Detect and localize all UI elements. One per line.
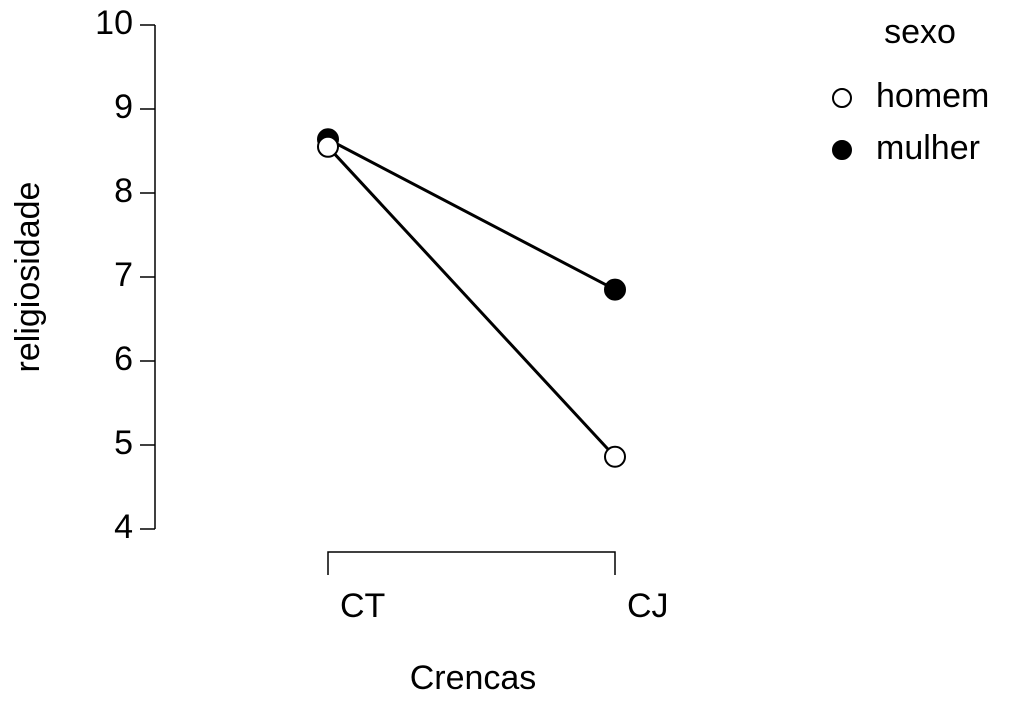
x-axis (327, 551, 616, 575)
series-line (326, 145, 617, 458)
legend-marker (832, 88, 852, 108)
y-tick-label: 7 (114, 256, 133, 294)
y-tick-label: 9 (114, 88, 133, 126)
legend-marker (832, 140, 852, 160)
legend-label: mulher (876, 129, 980, 167)
y-tick-label: 4 (114, 508, 133, 546)
data-point (317, 135, 339, 158)
legend-title: sexo (884, 13, 956, 51)
x-axis-label: Crencas (410, 659, 537, 697)
data-point (604, 278, 626, 301)
y-tick-label: 6 (114, 340, 133, 378)
x-tick-label: CT (340, 587, 385, 625)
y-axis-label: religiosidade (9, 182, 47, 373)
y-tick-label: 8 (114, 172, 133, 210)
data-point (604, 445, 626, 468)
legend-label: homem (876, 77, 989, 115)
y-tick-label: 5 (114, 424, 133, 462)
x-tick-label: CJ (627, 587, 669, 625)
y-tick-label: 10 (95, 4, 133, 42)
series-line (327, 137, 616, 291)
